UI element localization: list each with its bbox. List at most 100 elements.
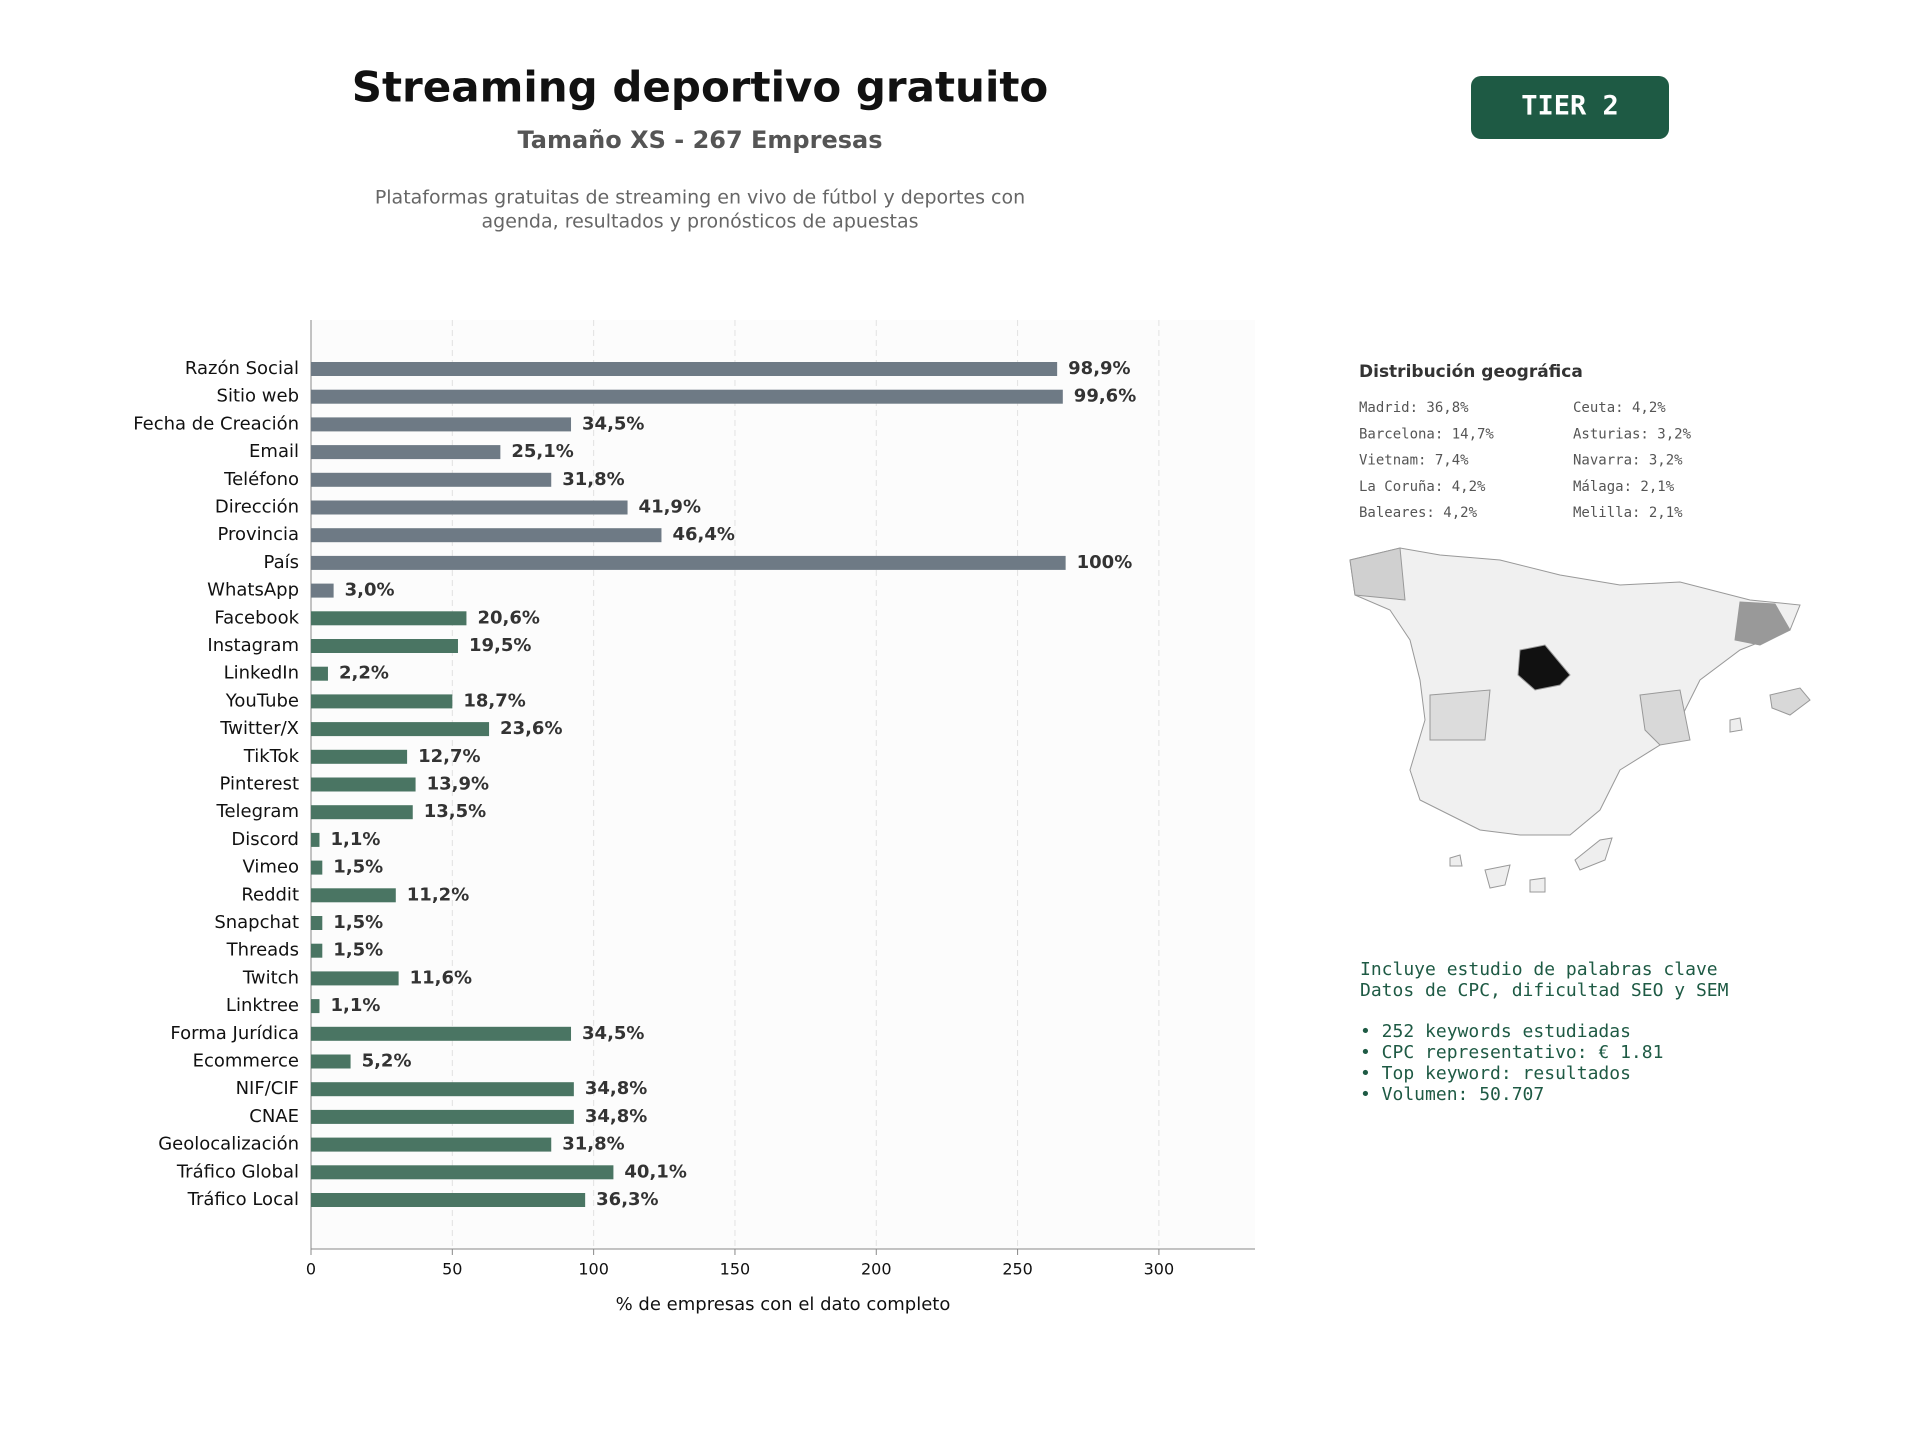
value-label: 100%	[1077, 552, 1133, 573]
value-label: 34,5%	[582, 1023, 644, 1044]
bar	[311, 943, 323, 958]
y-tick-label: Vimeo	[242, 857, 299, 878]
value-label: 19,5%	[469, 635, 531, 656]
bar	[311, 1026, 572, 1041]
bar	[311, 1165, 614, 1180]
bar	[311, 528, 662, 543]
bar	[311, 555, 1066, 570]
y-tick-label: Provincia	[217, 524, 299, 545]
bar	[311, 694, 453, 709]
bar	[311, 611, 467, 626]
x-axis-label: % de empresas con el dato completo	[616, 1294, 951, 1315]
geo-item: Melilla: 2,1%	[1573, 505, 1683, 521]
map-region	[1349, 547, 1406, 601]
value-label: 31,8%	[562, 469, 624, 490]
y-tick-label: YouTube	[225, 690, 299, 711]
value-label: 18,7%	[463, 690, 525, 711]
value-label: 13,5%	[424, 801, 486, 822]
geo-item: Barcelona: 14,7%	[1359, 426, 1494, 442]
map-region	[1734, 601, 1791, 646]
geo-item: Ceuta: 4,2%	[1573, 400, 1666, 416]
bar	[311, 666, 328, 681]
map-region	[1429, 689, 1491, 741]
y-tick-label: Discord	[231, 829, 299, 850]
y-tick-label: Fecha de Creación	[133, 413, 299, 434]
y-tick-label: Email	[249, 441, 299, 462]
y-tick-label: Facebook	[214, 607, 299, 628]
geo-item: Madrid: 36,8%	[1359, 400, 1469, 416]
y-tick-label: Twitch	[242, 967, 299, 988]
y-tick-label: Dirección	[215, 497, 299, 518]
map	[1349, 547, 1811, 893]
value-label: 11,6%	[410, 967, 472, 988]
y-tick-label: Reddit	[241, 884, 299, 905]
bar	[311, 888, 396, 903]
title: Streaming deportivo gratuito	[352, 63, 1049, 112]
map-island	[1769, 687, 1811, 716]
y-tick-label: Twitter/X	[219, 718, 299, 739]
geo-item: La Coruña: 4,2%	[1359, 479, 1486, 495]
value-label: 3,0%	[345, 580, 395, 601]
geo-item: Baleares: 4,2%	[1359, 505, 1478, 521]
value-label: 25,1%	[511, 441, 573, 462]
y-tick-label: Pinterest	[219, 774, 299, 795]
y-tick-label: Ecommerce	[193, 1051, 299, 1072]
value-label: 1,5%	[333, 940, 383, 961]
map-island	[1729, 717, 1743, 733]
y-tick-label: Threads	[226, 940, 299, 961]
note: • 252 keywords estudiadas	[1360, 1021, 1631, 1042]
y-tick-label: Tráfico Global	[176, 1161, 299, 1182]
bar	[311, 417, 572, 432]
value-label: 23,6%	[500, 718, 562, 739]
value-label: 46,4%	[672, 524, 734, 545]
geo-title: Distribución geográfica	[1359, 362, 1583, 382]
y-tick-label: Telegram	[216, 801, 299, 822]
value-label: 1,1%	[330, 995, 380, 1016]
y-tick-label: Instagram	[207, 635, 299, 656]
value-label: 34,5%	[582, 413, 644, 434]
value-label: 12,7%	[418, 746, 480, 767]
bar	[311, 916, 323, 930]
bar	[311, 639, 458, 653]
value-label: 99,6%	[1074, 386, 1136, 407]
bar	[311, 1137, 552, 1152]
x-tick-label: 0	[306, 1260, 316, 1279]
y-tick-label: Teléfono	[223, 469, 299, 490]
y-tick-label: LinkedIn	[224, 663, 299, 684]
y-tick-label: Linktree	[226, 995, 299, 1016]
y-tick-label: WhatsApp	[207, 580, 299, 601]
note: • Volumen: 50.707	[1360, 1084, 1544, 1105]
bar	[311, 971, 399, 986]
x-tick-label: 150	[720, 1260, 751, 1279]
description: Plataformas gratuitas de streaming en vi…	[375, 187, 1025, 209]
map-region	[1639, 689, 1691, 746]
map-island	[1574, 837, 1613, 871]
x-tick-label: 50	[442, 1260, 462, 1279]
badge: TIER 2	[1521, 91, 1619, 122]
value-label: 20,6%	[477, 607, 539, 628]
value-label: 34,8%	[585, 1106, 647, 1127]
bar	[311, 445, 501, 460]
bar	[311, 362, 1058, 376]
bar	[311, 832, 320, 847]
value-label: 41,9%	[639, 497, 701, 518]
value-label: 36,3%	[596, 1189, 658, 1210]
y-tick-label: Razón Social	[185, 358, 299, 379]
x-tick-label: 100	[578, 1260, 609, 1279]
x-tick-label: 300	[1144, 1260, 1175, 1279]
map-region	[1517, 644, 1571, 691]
bar	[311, 749, 408, 764]
bar	[311, 777, 416, 792]
x-tick-label: 250	[1002, 1260, 1033, 1279]
y-tick-label: País	[264, 552, 299, 573]
map-island	[1484, 864, 1511, 889]
geo-item: Vietnam: 7,4%	[1359, 453, 1469, 469]
bar	[311, 999, 320, 1014]
geo-item: Málaga: 2,1%	[1573, 479, 1675, 495]
note: • CPC representativo: € 1.81	[1360, 1042, 1663, 1063]
badge-box	[1471, 76, 1669, 139]
bar	[311, 583, 334, 598]
bar	[311, 1054, 351, 1069]
value-label: 11,2%	[407, 884, 469, 905]
